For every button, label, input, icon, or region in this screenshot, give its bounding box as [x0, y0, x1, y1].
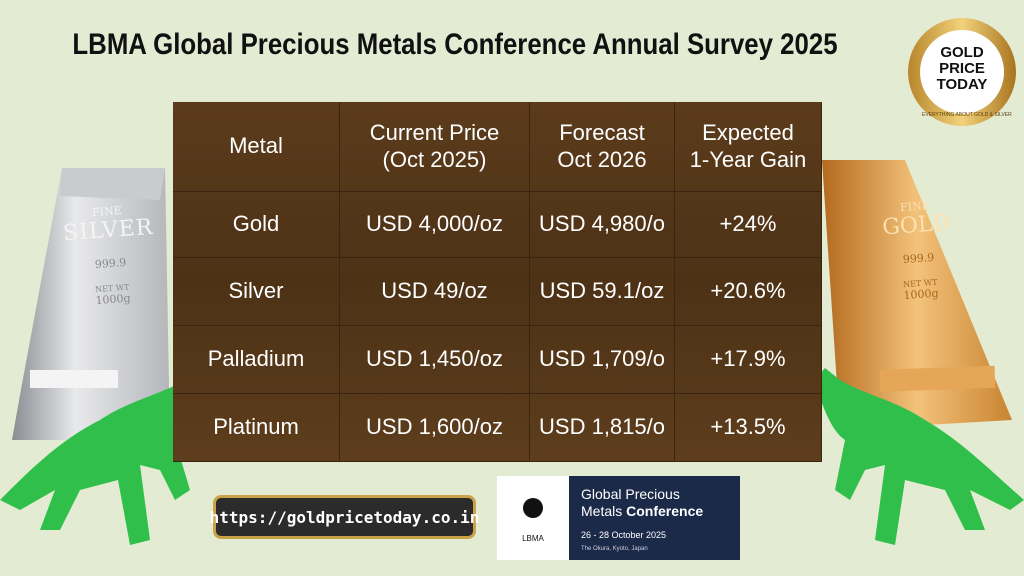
header-line: Current Price — [369, 120, 500, 146]
conf-word: Metals — [581, 503, 623, 519]
header-line: (Oct 2025) — [382, 146, 487, 172]
header-line: 1-Year Gain — [689, 146, 807, 172]
bull-right — [815, 368, 1024, 545]
table-cell: USD 4,000/oz — [340, 192, 530, 258]
bull-left — [0, 365, 205, 545]
table-cell: USD 1,450/oz — [340, 326, 530, 394]
title: LBMA Global Precious Metals Conference A… — [72, 28, 838, 61]
table-cell: Palladium — [173, 326, 340, 394]
header-cell: Expected 1-Year Gain — [675, 102, 822, 192]
conference-title: Global Precious Metals Conference — [581, 486, 703, 520]
conference-dates: 26 - 28 October 2025 — [581, 530, 667, 540]
url-button[interactable]: https://goldpricetoday.co.in — [210, 495, 479, 539]
table-cell: +20.6% — [675, 258, 822, 326]
conf-line: Global Precious — [581, 486, 680, 502]
header-cell: Metal — [173, 102, 340, 192]
header-line: Expected — [702, 120, 794, 146]
table-cell: +13.5% — [675, 394, 822, 462]
logo-line: GOLD — [940, 44, 984, 61]
silver-bar-label — [30, 370, 118, 388]
header-line: Oct 2026 — [557, 146, 647, 172]
bar-text: 999.9 — [902, 250, 935, 267]
silver-bar-text: FINE SILVER 999.9 NET WT 1000g — [37, 200, 184, 311]
table-cell: USD 1,600/oz — [340, 394, 530, 462]
table-cell: USD 59.1/oz — [530, 258, 675, 326]
table-cell: USD 1,709/o — [530, 326, 675, 394]
table-cell: +17.9% — [675, 326, 822, 394]
header-cell: Forecast Oct 2026 — [530, 102, 675, 192]
logo-sun — [523, 498, 543, 518]
conference-venue: The Okura, Kyoto, Japan — [581, 546, 648, 552]
table-cell: Gold — [173, 192, 340, 258]
table-cell: +24% — [675, 192, 822, 258]
table-cell: Silver — [173, 258, 340, 326]
gold-bar-label — [879, 365, 996, 392]
bar-text: 999.9 — [94, 255, 127, 272]
table-cell: USD 4,980/o — [530, 192, 675, 258]
conference-banner: LBMA Global Precious Metals Conference 2… — [497, 476, 740, 560]
conf-line: Metals Conference — [581, 503, 703, 520]
header-cell: Current Price (Oct 2025) — [340, 102, 530, 192]
logo-face — [920, 30, 1004, 114]
gold-bar-text: FINE GOLD 999.9 NET WT 1000g — [855, 196, 982, 305]
org: LBMA — [522, 534, 544, 543]
header-line: Metal — [229, 133, 283, 159]
conference-logo: LBMA — [497, 476, 569, 560]
logo-line: TODAY — [936, 76, 988, 93]
table-cell: USD 1,815/o — [530, 394, 675, 462]
table-cell: Platinum — [173, 394, 340, 462]
header-line: Forecast — [559, 120, 645, 146]
logo-text: GOLD PRICE TODAY — [922, 45, 1002, 93]
logo-line: PRICE — [939, 60, 985, 77]
table: Metal Current Price (Oct 2025) Forecast Oct … — [173, 102, 822, 462]
table-cell: USD 49/oz — [340, 258, 530, 326]
logo-ring-text: EVERYTHING ABOUT GOLD & SILVER — [922, 112, 1012, 118]
gold-bar — [822, 160, 1012, 430]
conf-word: Conference — [626, 503, 704, 519]
silver-bar-top — [60, 168, 165, 200]
